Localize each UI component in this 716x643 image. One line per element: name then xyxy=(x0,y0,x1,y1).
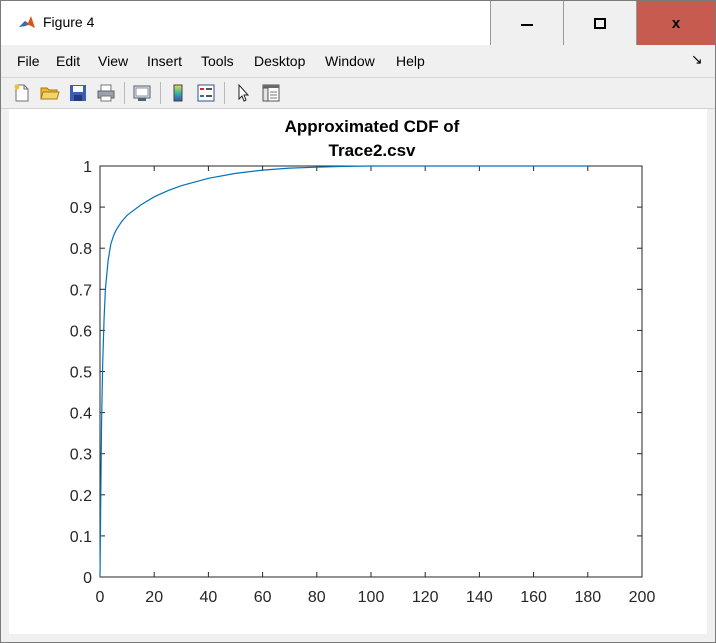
toolbar xyxy=(1,78,715,109)
menu-desktop[interactable]: Desktop xyxy=(254,53,306,69)
y-tick-label: 0.6 xyxy=(70,323,92,340)
axis-ticks: 0 20 40 60 80 100 120 140 160 180 200 0 0.1 0.2 0.3 0.4… xyxy=(70,159,656,606)
maximize-icon xyxy=(594,17,606,29)
print-icon[interactable] xyxy=(94,81,118,105)
menu-insert[interactable]: Insert xyxy=(147,53,183,69)
y-tick-label: 0.5 xyxy=(70,365,92,382)
link-plot-icon[interactable] xyxy=(130,81,154,105)
x-tick-label: 40 xyxy=(200,589,218,606)
cdf-plot[interactable]: Approximated CDF of Trace2.csv 0 20 40 60 80… xyxy=(9,109,707,634)
x-tick-label: 140 xyxy=(466,589,493,606)
open-file-icon[interactable] xyxy=(38,81,62,105)
y-tick-label: 0.7 xyxy=(70,282,92,299)
x-tick-label: 160 xyxy=(520,589,547,606)
menu-help[interactable]: Help xyxy=(396,53,425,69)
dock-arrow-icon[interactable]: ↘ xyxy=(691,51,703,67)
x-tick-label: 80 xyxy=(308,589,326,606)
x-tick-label: 200 xyxy=(629,589,656,606)
x-tick-label: 100 xyxy=(358,589,385,606)
x-tick-label: 60 xyxy=(254,589,272,606)
close-icon: x xyxy=(671,14,681,32)
y-tick-label: 0.3 xyxy=(70,447,92,464)
y-tick-label: 0.2 xyxy=(70,488,92,505)
figure-canvas[interactable]: Approximated CDF of Trace2.csv 0 20 40 60 80… xyxy=(9,109,707,634)
y-tick-label: 0.4 xyxy=(70,406,92,423)
pointer-icon[interactable] xyxy=(231,81,255,105)
chart-title-line-1: Approximated CDF of xyxy=(285,117,460,136)
save-icon[interactable] xyxy=(66,81,90,105)
y-tick-label: 0 xyxy=(83,570,92,587)
menu-tools[interactable]: Tools xyxy=(201,53,234,69)
y-tick-label: 1 xyxy=(83,159,92,176)
y-tick-label: 0.9 xyxy=(70,200,92,217)
menu-edit[interactable]: Edit xyxy=(56,53,81,69)
toolbar-separator xyxy=(160,82,161,104)
toolbar-separator xyxy=(224,82,225,104)
x-tick-label: 20 xyxy=(145,589,163,606)
insert-legend-icon[interactable] xyxy=(194,81,218,105)
menu-window[interactable]: Window xyxy=(325,53,375,69)
axes-box xyxy=(99,165,643,578)
new-figure-icon[interactable] xyxy=(10,81,34,105)
close-button[interactable]: x xyxy=(636,1,715,45)
y-tick-label: 0.8 xyxy=(70,241,92,258)
menu-file[interactable]: File xyxy=(17,53,40,69)
chart-title-line-2: Trace2.csv xyxy=(329,141,417,160)
toolbar-separator xyxy=(124,82,125,104)
x-tick-label: 120 xyxy=(412,589,439,606)
menu-view[interactable]: View xyxy=(98,53,129,69)
cdf-line xyxy=(99,165,588,578)
property-editor-icon[interactable] xyxy=(259,81,283,105)
x-tick-label: 180 xyxy=(574,589,601,606)
window-title: Figure 4 xyxy=(43,14,95,30)
insert-colorbar-icon[interactable] xyxy=(166,81,190,105)
y-tick-label: 0.1 xyxy=(70,529,92,546)
title-bar[interactable]: Figure 4 x xyxy=(1,1,715,45)
menu-bar: File Edit View Insert Tools Desktop Wind… xyxy=(1,45,715,78)
minimize-icon xyxy=(521,24,533,26)
matlab-icon xyxy=(17,13,37,33)
minimize-button[interactable] xyxy=(490,1,563,45)
maximize-button[interactable] xyxy=(563,1,636,45)
x-tick-label: 0 xyxy=(96,589,105,606)
